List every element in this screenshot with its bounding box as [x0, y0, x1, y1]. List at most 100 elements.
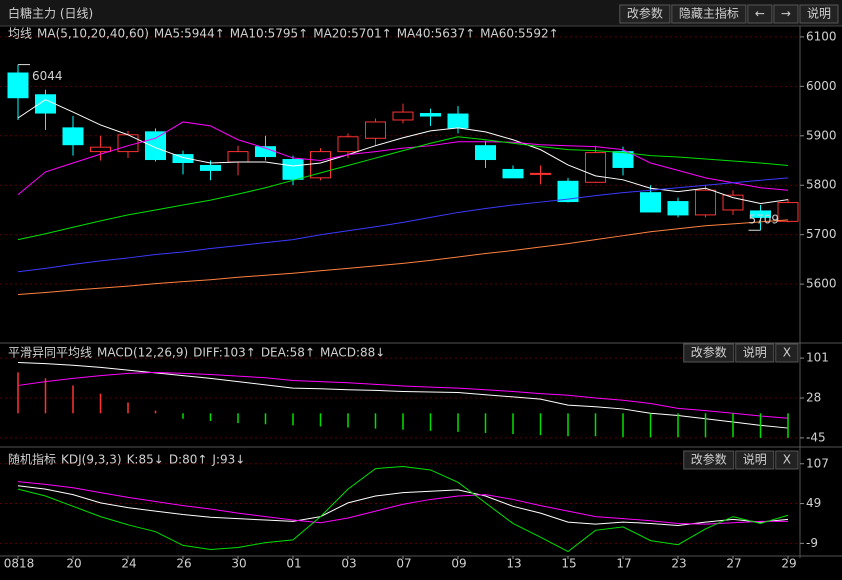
y-tick-label: 49 — [806, 496, 821, 510]
legend-text: MA10:5795↑ — [230, 27, 308, 41]
button[interactable] — [775, 343, 799, 363]
legend-text: MA20:5701↑ — [313, 27, 391, 41]
legend-text: MA60:5592↑ — [480, 27, 558, 41]
button-label[interactable]: → — [781, 7, 791, 21]
candle-body — [62, 127, 84, 146]
candle-body — [420, 113, 441, 117]
indicator-line — [17, 481, 788, 525]
x-tick-label: 26 — [176, 557, 191, 571]
x-tick-label: 24 — [121, 557, 136, 571]
y-tick-label: -45 — [806, 430, 826, 444]
candle-body — [502, 168, 524, 179]
indicator-line — [17, 177, 789, 273]
indicator-line — [17, 371, 789, 419]
button-label[interactable]: 说明 — [807, 6, 831, 21]
button-label[interactable]: X — [783, 346, 791, 360]
candle-body — [7, 72, 29, 99]
candle-body — [392, 111, 414, 121]
legend-text: 随机指标 — [8, 452, 56, 467]
button-label[interactable]: 说明 — [743, 345, 767, 360]
x-tick-label: 01 — [286, 557, 301, 571]
candle-body — [365, 121, 386, 139]
candle-body — [227, 151, 249, 163]
button-label[interactable]: ← — [755, 7, 765, 21]
x-tick-label: 09 — [451, 557, 466, 571]
candle-body — [447, 113, 469, 129]
button[interactable] — [735, 450, 775, 470]
candle-body — [750, 210, 771, 218]
button-label[interactable]: 隐藏主指标 — [679, 6, 739, 21]
button[interactable] — [799, 4, 839, 24]
candle-body — [695, 189, 716, 216]
candle-body — [337, 136, 359, 153]
legend-text: DEA:58↑ — [261, 346, 315, 360]
legend-text: 均线 — [8, 27, 32, 41]
x-tick-label: 15 — [561, 557, 576, 571]
candle-body — [530, 172, 551, 175]
candle-body — [667, 201, 689, 216]
legend-text: MA5:5944↑ — [154, 27, 225, 41]
indicator-line — [17, 121, 789, 196]
button[interactable] — [773, 4, 799, 24]
button[interactable] — [683, 343, 735, 363]
candle-body — [117, 134, 139, 153]
legend-text: MACD(12,26,9) — [97, 346, 188, 360]
button[interactable] — [735, 343, 775, 363]
y-tick-label: 107 — [806, 456, 829, 470]
legend-text: K:85↓ — [127, 453, 164, 467]
button[interactable] — [619, 4, 671, 24]
legend-text: 平滑异同平均线 — [8, 346, 92, 360]
y-tick-label: 28 — [806, 391, 821, 405]
button-label[interactable]: 改参数 — [691, 452, 727, 467]
legend-text: DIFF:103↑ — [193, 346, 256, 360]
candle-body — [557, 180, 579, 203]
y-tick-label: -9 — [806, 536, 818, 550]
x-tick-label: 23 — [671, 557, 686, 571]
candle-body — [585, 152, 606, 183]
candle-body — [777, 202, 799, 222]
x-tick-label: 0818 — [4, 557, 35, 571]
button[interactable] — [671, 4, 747, 24]
legend-text: MA40:5637↑ — [397, 27, 475, 41]
indicator-line — [17, 361, 789, 429]
y-tick-label: 6100 — [806, 29, 837, 43]
legend-text: D:80↑ — [169, 453, 208, 467]
button-label[interactable]: 说明 — [743, 452, 767, 467]
button[interactable] — [747, 4, 773, 24]
candle-body — [475, 145, 496, 161]
candle-body — [145, 131, 166, 161]
legend-text: MACD:88↓ — [320, 346, 385, 360]
x-tick-label: 29 — [781, 557, 796, 571]
candle-body — [282, 159, 304, 180]
candle-body — [200, 164, 221, 171]
legend-text: J:93↓ — [211, 453, 245, 467]
low-label: 5709 — [749, 213, 780, 227]
window-title: 白糖主力 (日线) — [8, 6, 93, 21]
y-tick-label: 5600 — [806, 277, 837, 291]
y-tick-label: 6000 — [806, 79, 837, 93]
indicator-line — [17, 485, 789, 527]
y-tick-label: 5700 — [806, 227, 837, 241]
x-tick-label: 17 — [616, 557, 631, 571]
x-tick-label: 13 — [506, 557, 521, 571]
candle-body — [612, 151, 634, 168]
button[interactable] — [775, 450, 799, 470]
button[interactable] — [683, 450, 735, 470]
button-label[interactable]: 改参数 — [691, 345, 727, 360]
legend-text: KDJ(9,3,3) — [61, 453, 122, 467]
button-label[interactable]: 改参数 — [627, 6, 663, 21]
indicator-line — [17, 136, 789, 241]
indicator-line — [17, 219, 789, 296]
y-tick-label: 5800 — [806, 178, 837, 192]
button-label[interactable]: X — [783, 453, 791, 467]
x-tick-label: 30 — [231, 557, 246, 571]
high-label: 6044 — [32, 69, 63, 83]
x-tick-label: 27 — [726, 557, 741, 571]
y-tick-label: 101 — [806, 351, 829, 365]
x-tick-label: 07 — [396, 557, 411, 571]
candle-body — [310, 151, 331, 179]
candle-body — [90, 146, 111, 153]
legend-text: MA(5,10,20,40,60) — [37, 27, 149, 41]
